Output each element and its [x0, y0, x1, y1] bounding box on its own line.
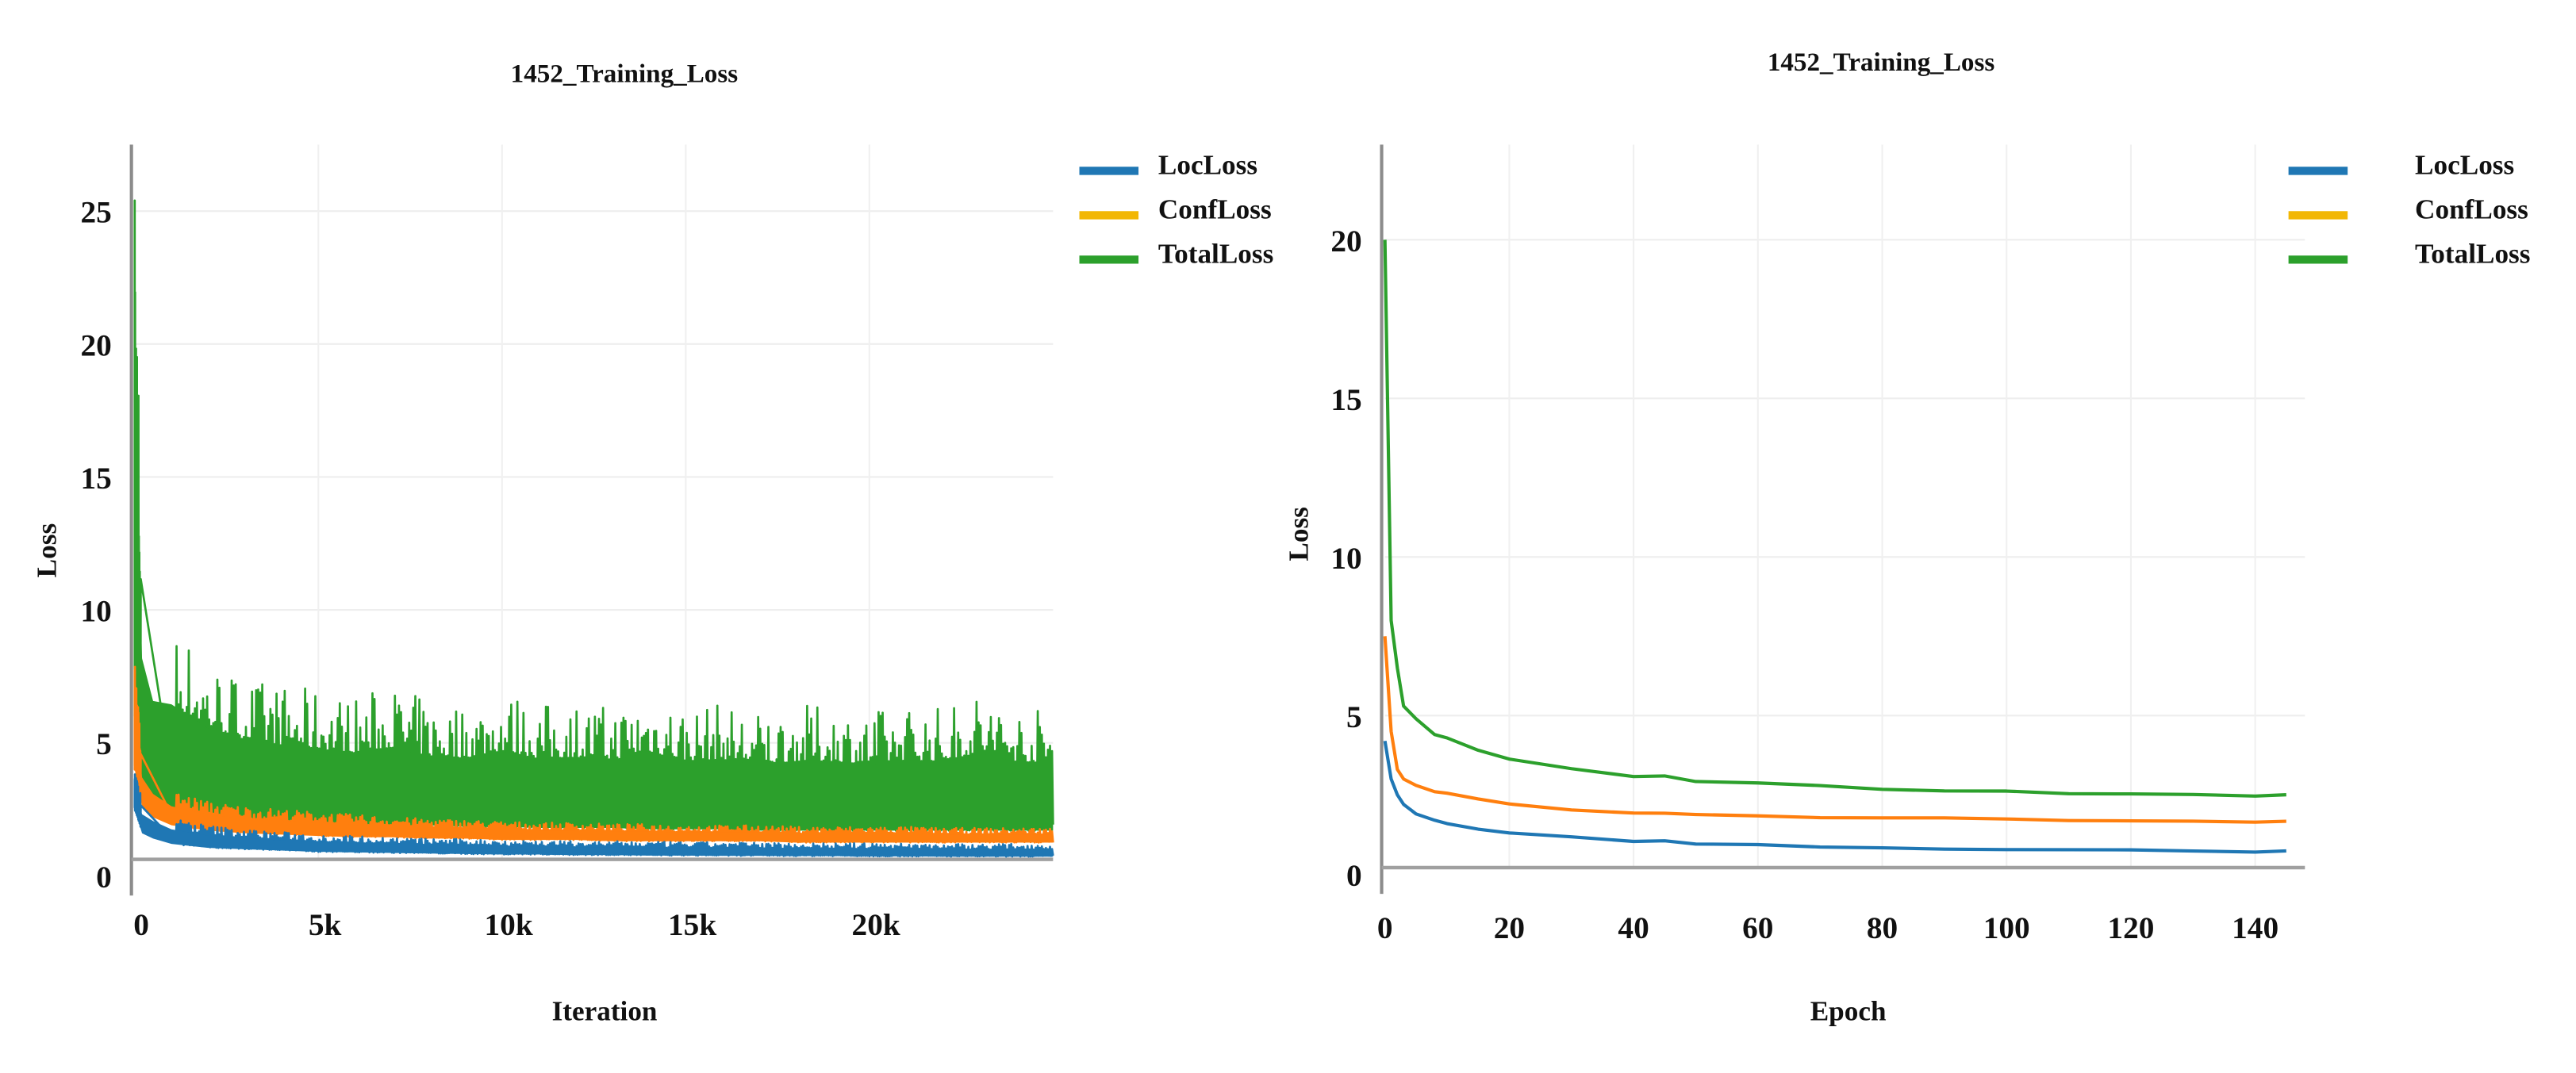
x-tick-label: 20 [1494, 910, 1525, 945]
y-tick-label: 25 [80, 195, 111, 230]
x-axis-label: Iteration [552, 996, 658, 1027]
grid [134, 144, 1054, 860]
plot-marks [133, 199, 1054, 858]
legend-label: LocLoss [1158, 150, 1257, 181]
legend-label: TotalLoss [2415, 239, 2530, 270]
x-tick-label: 60 [1742, 910, 1773, 945]
series-band-totalloss [134, 408, 1054, 831]
series-band-locloss [134, 787, 1054, 857]
series-confloss [1383, 636, 2286, 824]
y-tick-label: 15 [1330, 382, 1361, 417]
y-tick-label: 10 [1330, 541, 1361, 576]
chart-title: 1452_Training_Loss [1768, 48, 1995, 77]
axes [1380, 144, 2305, 895]
x-axis-label: Epoch [1810, 996, 1887, 1027]
legend-label: TotalLoss [1158, 239, 1273, 270]
x-tick-label: 0 [1377, 910, 1393, 945]
plot-marks [1383, 240, 2286, 854]
axes [129, 144, 1054, 896]
y-tick-label: 0 [1346, 858, 1362, 893]
legend: LocLoss ConfLoss TotalLoss [2288, 150, 2530, 270]
x-tick-label: 0 [133, 907, 149, 942]
legend-label: ConfLoss [2415, 194, 2528, 225]
series-totalloss [1383, 240, 2286, 798]
x-tick-label: 40 [1618, 910, 1649, 945]
x-tick-label: 10k [485, 907, 533, 942]
y-tick-label: 20 [1330, 224, 1361, 259]
x-tick-label: 20k [852, 907, 900, 942]
x-tick-label: 15k [668, 907, 716, 942]
tick-labels: 0 5 10 15 20 0 20 40 60 80 100 120 140 [1330, 224, 2278, 945]
legend: LocLoss ConfLoss TotalLoss [1079, 150, 1273, 270]
y-tick-label: 20 [80, 328, 111, 362]
x-tick-label: 100 [1983, 910, 2030, 945]
legend-label: ConfLoss [1158, 194, 1272, 225]
epoch-loss-chart: 1452_Training_Loss Loss Epoch 0 5 10 15 20 0 2… [1283, 48, 2530, 1027]
grid [1384, 144, 2305, 868]
y-tick-label: 0 [96, 860, 112, 895]
y-axis-label: Loss [31, 523, 62, 578]
x-tick-label: 5k [309, 907, 342, 942]
x-tick-label: 140 [2232, 910, 2278, 945]
y-tick-label: 10 [80, 594, 111, 629]
legend-label: LocLoss [2415, 150, 2514, 181]
series-locloss [1383, 740, 2286, 854]
iteration-loss-chart: 1452_Training_Loss Loss Iteration 0 5 10 15… [31, 59, 1273, 1027]
chart-title: 1452_Training_Loss [511, 59, 739, 89]
series-totalloss [133, 199, 1054, 832]
y-tick-label: 5 [1346, 699, 1362, 734]
y-tick-label: 15 [80, 461, 111, 496]
tick-labels: 0 5 10 15 20 25 0 5k 10k 15k 20k [80, 195, 900, 942]
y-tick-label: 5 [96, 726, 112, 761]
x-tick-label: 80 [1867, 910, 1898, 945]
x-tick-label: 120 [2107, 910, 2154, 945]
y-axis-label: Loss [1283, 507, 1314, 561]
